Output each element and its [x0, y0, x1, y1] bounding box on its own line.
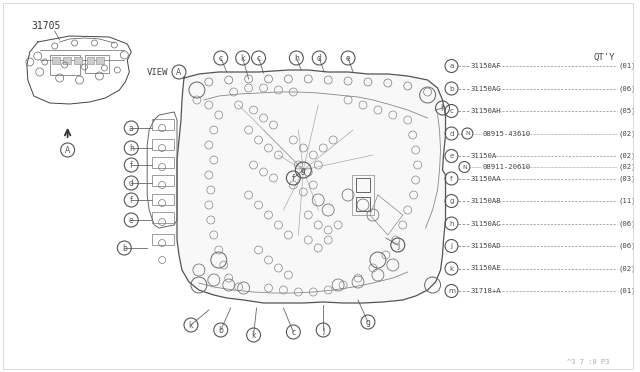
Text: VIEW: VIEW	[147, 67, 169, 77]
Text: f: f	[130, 161, 132, 170]
Text: (06): (06)	[618, 85, 636, 92]
Text: a: a	[449, 63, 454, 69]
Text: 31150AE: 31150AE	[470, 266, 501, 272]
Text: 31150AF: 31150AF	[470, 63, 501, 69]
Text: A: A	[65, 146, 70, 155]
Bar	[52, 57, 60, 64]
Text: 31150AH: 31150AH	[470, 108, 501, 114]
Text: (02): (02)	[618, 265, 636, 272]
Text: 08915-43610: 08915-43610	[483, 131, 531, 137]
Bar	[84, 55, 109, 73]
Bar	[152, 234, 174, 245]
Bar	[152, 175, 174, 186]
Text: 31705: 31705	[32, 21, 61, 31]
Text: N: N	[462, 165, 467, 170]
Text: m: m	[448, 288, 455, 294]
Text: (11): (11)	[618, 198, 636, 204]
Text: d: d	[129, 179, 134, 188]
Bar	[97, 57, 104, 64]
Text: (01): (01)	[618, 288, 636, 294]
Text: (06): (06)	[618, 220, 636, 227]
Text: j: j	[451, 243, 452, 249]
Bar	[86, 57, 95, 64]
Text: b: b	[218, 326, 223, 335]
Text: b: b	[122, 244, 127, 253]
Bar	[152, 157, 174, 168]
Text: h: h	[440, 104, 445, 113]
Bar	[152, 119, 174, 130]
Text: g: g	[449, 198, 454, 204]
Polygon shape	[177, 70, 445, 303]
Text: 31150AG: 31150AG	[470, 86, 501, 92]
Text: j: j	[397, 241, 399, 250]
Text: f: f	[450, 176, 452, 182]
Text: 31150AD: 31150AD	[470, 243, 501, 249]
Text: e: e	[449, 153, 454, 159]
Bar	[352, 175, 374, 215]
Text: k: k	[241, 54, 245, 63]
Text: g: g	[365, 318, 371, 327]
Text: h: h	[294, 54, 299, 63]
Bar	[152, 139, 174, 150]
Text: e: e	[129, 216, 134, 225]
Text: d: d	[317, 54, 322, 63]
Text: c: c	[257, 54, 260, 63]
Text: c: c	[449, 108, 454, 114]
Text: b: b	[449, 86, 454, 92]
Bar	[74, 57, 81, 64]
Text: h: h	[129, 144, 134, 153]
Text: d: d	[449, 131, 454, 137]
Text: (02): (02)	[618, 153, 636, 159]
Text: N: N	[465, 131, 470, 136]
Text: 31718+A: 31718+A	[470, 288, 501, 294]
Text: f: f	[130, 196, 132, 205]
Text: 31150AB: 31150AB	[470, 198, 501, 204]
Text: 31150A: 31150A	[470, 153, 497, 159]
Text: e: e	[346, 54, 350, 63]
Text: 08911-20610: 08911-20610	[483, 164, 531, 170]
Text: k: k	[252, 331, 256, 340]
Bar	[63, 57, 70, 64]
Text: (01): (01)	[618, 63, 636, 69]
Bar	[356, 197, 370, 211]
Text: a: a	[129, 124, 134, 133]
Text: (03): (03)	[618, 175, 636, 182]
Text: k: k	[449, 266, 454, 272]
Bar	[152, 212, 174, 223]
Text: (02): (02)	[618, 164, 636, 170]
Bar	[152, 194, 174, 205]
Text: (05): (05)	[618, 108, 636, 114]
Text: h: h	[449, 221, 454, 227]
Text: c: c	[291, 328, 296, 337]
Text: k: k	[189, 321, 193, 330]
Text: A: A	[177, 68, 182, 77]
Text: g: g	[301, 166, 306, 175]
Text: (06): (06)	[618, 243, 636, 249]
Text: 31150AA: 31150AA	[470, 176, 501, 182]
Text: 31150AC: 31150AC	[470, 221, 501, 227]
Bar	[356, 178, 370, 192]
Text: f: f	[292, 174, 295, 183]
Text: c: c	[219, 54, 223, 63]
Text: ^3 7 :0 P3: ^3 7 :0 P3	[567, 359, 609, 365]
Text: QT'Y: QT'Y	[594, 52, 616, 61]
Text: (02): (02)	[618, 130, 636, 137]
Text: j: j	[322, 326, 324, 335]
Bar	[50, 55, 79, 75]
